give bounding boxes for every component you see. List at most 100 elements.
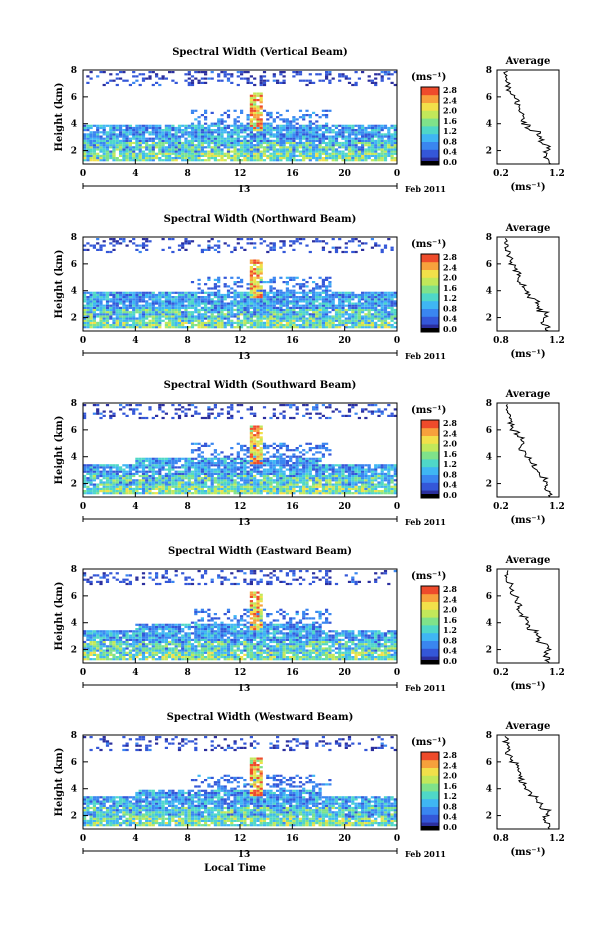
heatmap-cell	[289, 487, 293, 490]
heatmap-cell	[312, 137, 316, 140]
heatmap-cell	[86, 313, 90, 316]
heatmap-cell	[230, 137, 234, 140]
heatmap-cell	[96, 464, 100, 467]
heatmap-cell	[92, 324, 96, 327]
heatmap-cell	[168, 144, 172, 147]
heatmap-cell	[220, 141, 224, 145]
heatmap-cell	[256, 302, 260, 305]
heatmap-cell	[204, 73, 208, 76]
heatmap-cell	[161, 141, 165, 145]
heatmap-cell	[141, 238, 146, 241]
heatmap-cell	[141, 324, 146, 327]
heatmap-cell	[204, 442, 208, 445]
heatmap-cell	[83, 135, 87, 138]
heatmap-cell	[249, 490, 253, 493]
heatmap-cell	[315, 152, 319, 155]
heatmap-cell	[276, 79, 280, 82]
heatmap-cell	[190, 133, 195, 136]
heatmap-cell	[89, 313, 93, 316]
heatmap-cell	[325, 321, 329, 324]
heatmap-cell	[145, 474, 149, 478]
heatmap-cell	[109, 492, 113, 495]
heatmap-cell	[158, 479, 162, 482]
heatmap-cell	[226, 135, 231, 138]
heatmap-cell	[259, 107, 263, 110]
heatmap-cell	[190, 137, 195, 140]
heatmap-cell	[318, 73, 322, 76]
heatmap-cell	[334, 293, 339, 297]
heatmap-cell	[266, 122, 270, 125]
heatmap-cell	[119, 141, 123, 145]
heatmap-cell	[177, 248, 182, 251]
heatmap-cell	[256, 466, 260, 469]
heatmap-cell	[92, 326, 96, 329]
colorbar-swatch	[421, 141, 439, 150]
heatmap-cell	[128, 472, 132, 475]
heatmap-cell	[92, 300, 96, 303]
heatmap-cell	[164, 296, 168, 299]
heatmap-cell	[240, 148, 244, 151]
heatmap-cell	[383, 246, 388, 249]
average-x-label: (ms⁻¹)	[510, 182, 545, 193]
heatmap-cell	[338, 238, 342, 241]
heatmap-cell	[272, 412, 276, 415]
heatmap-cell	[89, 311, 93, 314]
heatmap-cell	[164, 157, 168, 160]
heatmap-cell	[262, 457, 267, 460]
heatmap-cell	[112, 133, 116, 136]
heatmap-cell	[109, 291, 113, 294]
heatmap-cell	[295, 449, 299, 452]
heatmap-cell	[132, 410, 136, 413]
heatmap-cell	[240, 141, 244, 145]
heatmap-cell	[217, 472, 221, 475]
heatmap-cell	[325, 154, 329, 157]
heatmap-cell	[168, 291, 172, 294]
heatmap-cell	[361, 242, 365, 245]
heatmap-cell	[253, 129, 257, 132]
heatmap-cell	[318, 296, 322, 299]
heatmap-cell	[141, 150, 146, 153]
heatmap-cell	[125, 139, 129, 142]
heatmap-cell	[357, 137, 361, 140]
heatmap-cell	[155, 459, 159, 463]
heatmap-cell	[256, 427, 260, 430]
heatmap-cell	[145, 306, 149, 309]
heatmap-cell	[164, 492, 168, 495]
heatmap-cell	[174, 483, 178, 486]
heatmap-cell	[282, 154, 286, 157]
heatmap-cell	[168, 308, 172, 312]
heatmap-cell	[86, 144, 90, 147]
heatmap-cell	[158, 141, 162, 145]
heatmap-cell	[361, 319, 365, 322]
heatmap-cell	[99, 472, 103, 475]
heatmap-cell	[377, 157, 381, 160]
heatmap-cell	[253, 466, 257, 469]
heatmap-cell	[122, 326, 126, 329]
heatmap-cell	[276, 139, 280, 142]
heatmap-cell	[210, 311, 214, 314]
heatmap-cell	[331, 321, 335, 324]
heatmap-cell	[276, 444, 280, 447]
heatmap-cell	[282, 137, 286, 140]
heatmap-cell	[318, 148, 322, 151]
heatmap-cell	[105, 124, 110, 127]
heatmap-cell	[115, 139, 119, 142]
heatmap-cell	[367, 141, 371, 145]
heatmap-cell	[148, 144, 152, 147]
heatmap-cell	[138, 148, 142, 151]
heatmap-cell	[190, 319, 195, 322]
heatmap-cell	[249, 135, 253, 138]
colorbar-swatch	[421, 149, 439, 158]
heatmap-cell	[246, 483, 250, 486]
heatmap-cell	[89, 131, 93, 134]
heatmap-cell	[135, 146, 139, 149]
heatmap-cell	[285, 126, 289, 130]
heatmap-cell	[292, 298, 296, 301]
heatmap-cell	[168, 238, 172, 241]
heatmap-cell	[122, 148, 126, 151]
heatmap-cell	[187, 302, 191, 305]
heatmap-cell	[194, 131, 198, 134]
heatmap-cell	[236, 311, 240, 314]
heatmap-cell	[200, 135, 204, 138]
heatmap-cell	[259, 289, 263, 292]
